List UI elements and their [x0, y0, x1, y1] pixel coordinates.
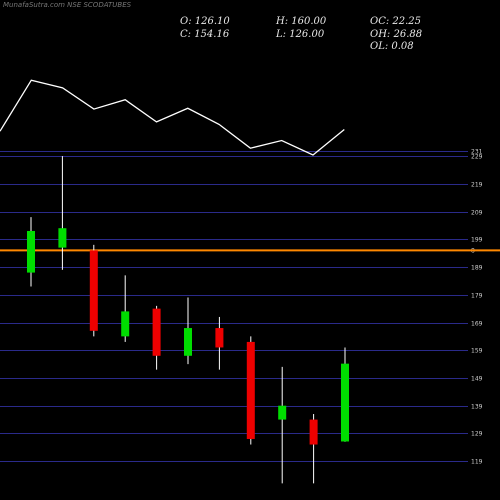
candle-body	[184, 328, 192, 356]
low-value: L: 126.00	[276, 29, 325, 40]
candle-body	[121, 311, 130, 337]
candle-body	[152, 308, 161, 356]
y-tick-label: 149	[471, 376, 483, 383]
oh-value: OH: 26.88	[370, 29, 423, 40]
overlay-line	[0, 79, 345, 156]
candle-body	[278, 405, 287, 420]
y-tick-label: 179	[471, 293, 483, 300]
oc-value: OC: 22.25	[370, 16, 422, 27]
candle-body	[89, 250, 98, 331]
high-value: H: 160.00	[276, 16, 327, 27]
y-tick-label: 169	[471, 321, 483, 328]
close-value: C: 154.16	[180, 29, 230, 40]
open-value: O: 126.10	[180, 16, 230, 27]
y-tick-label: 159	[471, 348, 483, 355]
candle-body	[27, 230, 35, 273]
ol-value: OL: 0.08	[370, 41, 414, 52]
y-tick-label: 219	[471, 182, 483, 189]
y-tick-label: 119	[471, 459, 483, 466]
watermark: MunafaSutra.com NSE SCODATUBES	[3, 1, 132, 9]
candle-body	[246, 341, 255, 439]
y-tick-label: 139	[471, 404, 483, 411]
y-tick-label: 229	[471, 154, 483, 161]
candle-body	[309, 419, 318, 445]
candle-body	[58, 228, 67, 248]
y-tick-label: 231	[471, 149, 483, 156]
candle-body	[341, 363, 349, 442]
candle-body	[215, 328, 224, 348]
y-tick-label: 129	[471, 431, 483, 438]
y-tick-label: 199	[471, 237, 483, 244]
y-tick-label: 209	[471, 210, 483, 217]
y-tick-label: 189	[471, 265, 483, 272]
